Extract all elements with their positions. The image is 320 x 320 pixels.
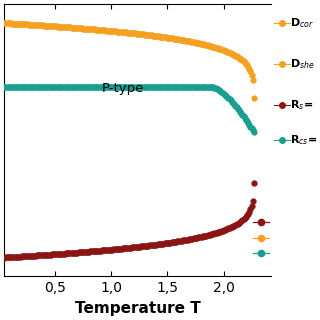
- Text: D$_{cor}$: D$_{cor}$: [290, 16, 314, 30]
- Text: R$_{s}$=: R$_{s}$=: [290, 98, 313, 112]
- Text: P-type: P-type: [102, 82, 145, 95]
- Text: R$_{cs}$=: R$_{cs}$=: [290, 133, 317, 147]
- X-axis label: Temperature T: Temperature T: [75, 301, 200, 316]
- Text: D$_{she}$: D$_{she}$: [290, 57, 315, 71]
